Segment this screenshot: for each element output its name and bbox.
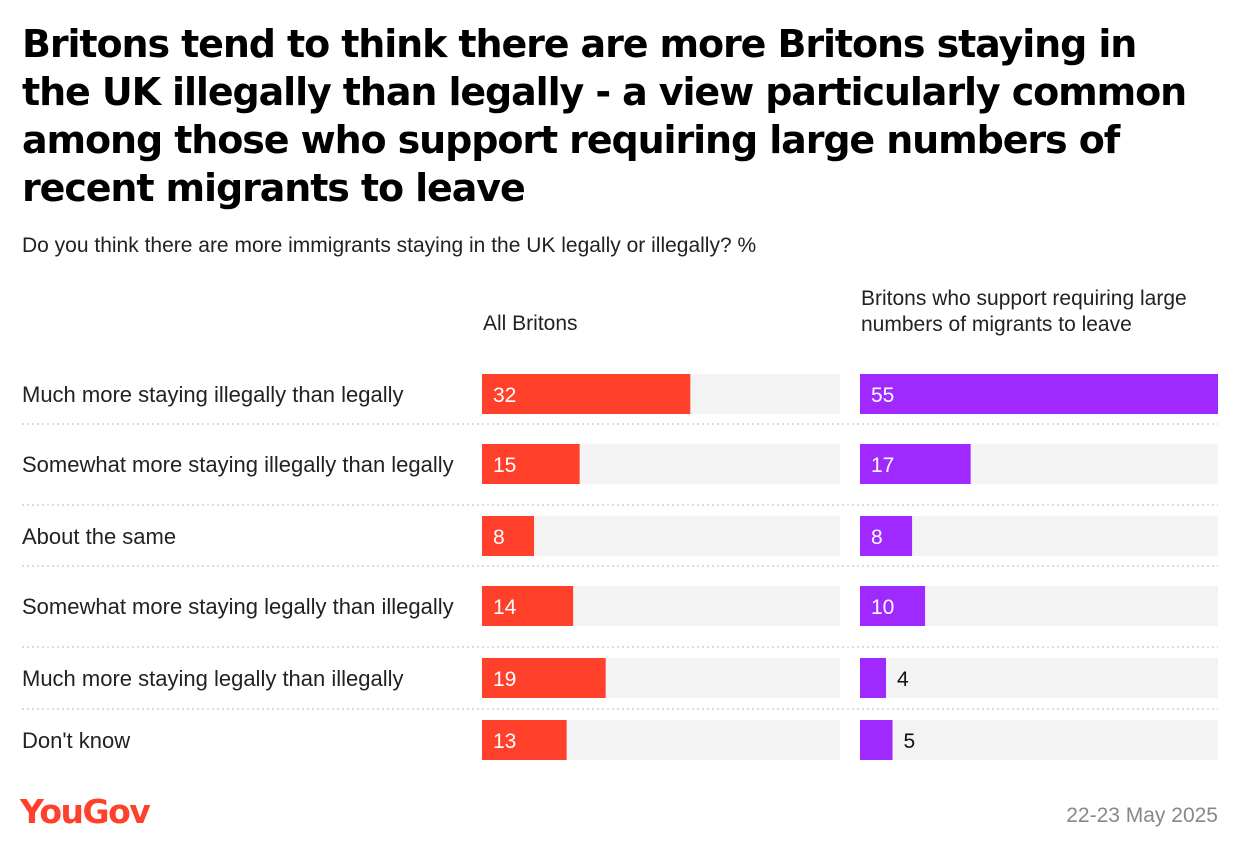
bar [860, 586, 926, 626]
category-label: Somewhat more staying legally than illeg… [22, 594, 454, 619]
bar [860, 516, 913, 556]
bar-track [482, 516, 840, 556]
data-label: 8 [493, 526, 505, 549]
bar [482, 658, 606, 698]
chart-subtitle: Do you think there are more immigrants s… [22, 234, 757, 257]
bar [860, 444, 971, 484]
data-label: 10 [871, 596, 894, 619]
data-label: 4 [897, 668, 909, 691]
data-label: 55 [871, 384, 894, 407]
bar-track [860, 516, 1218, 556]
category-label: About the same [22, 524, 176, 549]
data-label: 14 [493, 596, 517, 619]
bar [860, 374, 1218, 414]
yougov-logo: YouGov [20, 792, 151, 831]
category-label: Much more staying legally than illegally [22, 666, 404, 691]
data-label: 13 [493, 730, 516, 753]
bar [860, 720, 893, 760]
data-label: 19 [493, 668, 516, 691]
bar-track [860, 720, 1218, 760]
chart-title: Britons tend to think there are more Bri… [22, 22, 1187, 210]
bar [860, 658, 887, 698]
category-label: Somewhat more staying illegally than leg… [22, 452, 454, 477]
bar [482, 516, 535, 556]
bar [482, 586, 574, 626]
series-header-support-leave: Britons who support requiring large numb… [861, 287, 1187, 336]
series-header-all-britons: All Britons [483, 312, 578, 335]
data-label: 8 [871, 526, 883, 549]
bar-track [860, 658, 1218, 698]
bar [482, 374, 691, 414]
category-label: Much more staying illegally than legally [22, 382, 404, 407]
category-label: Don't know [22, 728, 130, 753]
bar [482, 444, 580, 484]
data-label: 32 [493, 384, 516, 407]
survey-date: 22-23 May 2025 [1066, 804, 1218, 827]
data-label: 5 [904, 730, 916, 753]
data-label: 15 [493, 454, 516, 477]
bar [482, 720, 567, 760]
data-label: 17 [871, 454, 894, 477]
